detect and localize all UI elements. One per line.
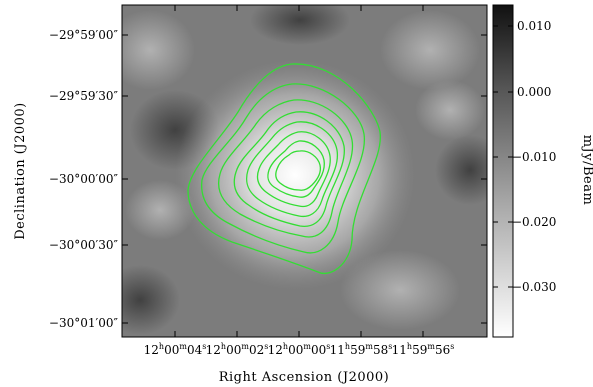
- y-axis-title: Declination (J2000): [13, 102, 28, 240]
- ra-tick-label: 11h59m58s: [330, 342, 393, 357]
- x-axis-title: Right Ascension (J2000): [219, 370, 390, 385]
- contour-level-1: [187, 63, 381, 275]
- dec-tick-label: −29°59′00″: [49, 28, 119, 42]
- ra-tick-label: 11h59m56s: [392, 342, 455, 357]
- colorbar: 0.010 0.000 −0.010 −0.020 −0.030 mJy/Bea…: [492, 4, 593, 338]
- colorbar-tick-label: −0.020: [512, 215, 556, 229]
- ra-tick-label: 12h00m02s: [206, 342, 269, 357]
- dec-tick-label: −30°00′00″: [49, 172, 119, 186]
- colorbar-tick-label: −0.030: [512, 280, 556, 294]
- colorbar-tick-label: −0.010: [512, 150, 556, 164]
- contour-level-2: [200, 83, 366, 254]
- dec-tick-labels: −29°59′00″ −29°59′30″ −30°00′00″ −30°00′…: [49, 28, 119, 330]
- colorbar-tick-label: 0.000: [517, 85, 551, 99]
- ra-tick-label: 12h00m04s: [144, 342, 207, 357]
- colorbar-tick-label: 0.010: [517, 19, 551, 33]
- colorbar-title: mJy/Beam: [580, 135, 593, 206]
- contour-level-6: [256, 131, 331, 208]
- contour-level-8: [275, 150, 322, 191]
- contour-level-4: [233, 111, 345, 228]
- contour-level-3: [217, 99, 354, 238]
- tick-marks: [122, 5, 487, 337]
- map-image: [122, 5, 487, 337]
- contour-level-7: [267, 140, 325, 198]
- dec-tick-label: −29°59′30″: [49, 89, 119, 103]
- dec-tick-label: −30°00′30″: [49, 238, 119, 252]
- plot-frame: [121, 4, 488, 338]
- contour-level-5: [245, 121, 339, 218]
- ra-tick-label: 12h00m00s: [268, 342, 331, 357]
- colorbar-gradient: [492, 4, 514, 338]
- dec-tick-label: −30°01′00″: [49, 316, 119, 330]
- emission-contours: [187, 63, 381, 275]
- ra-tick-labels: 12h00m04s 12h00m02s 12h00m00s 11h59m58s …: [144, 342, 455, 357]
